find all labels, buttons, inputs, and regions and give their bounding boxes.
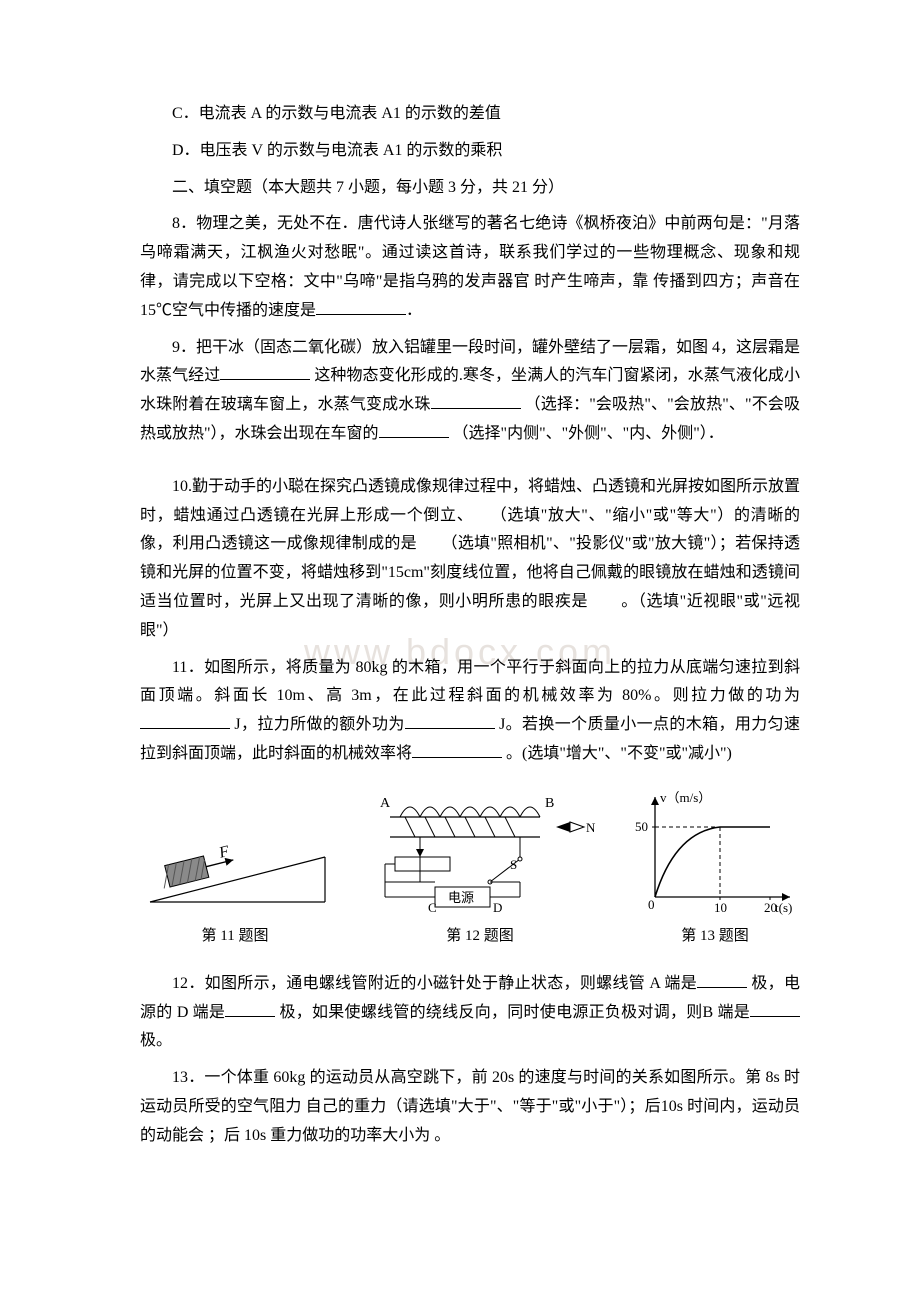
option-c: C．电流表 A 的示数与电流表 A1 的示数的差值: [140, 100, 800, 129]
fig13-vy: v（m/s）: [660, 790, 711, 805]
fig13-0: 0: [648, 897, 655, 912]
q8: 8．物理之美，无处不在．唐代诗人张继写的著名七绝诗《枫桥夜泊》中前两句是："月落…: [140, 210, 800, 325]
blank: [405, 712, 495, 729]
fig12-N: N: [586, 820, 596, 835]
caption-11: 第 11 题图: [202, 923, 269, 950]
q8-text-a: 8．物理之美，无处不在．唐代诗人张继写的著名七绝诗《枫桥夜泊》中前两句是："月落…: [140, 215, 800, 318]
fig11-F: F: [216, 843, 231, 862]
figure-13: v（m/s） t(s) 50 10 20 0: [630, 787, 800, 950]
fig13-10: 10: [714, 900, 727, 915]
q12: 12．如图所示，通电螺线管附近的小磁针处于静止状态，则螺线管 A 端是 极，电源…: [140, 970, 800, 1056]
q11-d: 。(选填"增大"、"不变"或"减小"): [506, 745, 732, 762]
caption-12: 第 12 题图: [446, 923, 514, 950]
caption-13: 第 13 题图: [681, 923, 749, 950]
fig12-D: D: [493, 900, 502, 915]
q8-text-b: ．: [406, 302, 422, 319]
figure-row: F 第 11 题图: [140, 787, 800, 950]
fig12-svg: A B N: [360, 787, 600, 917]
blank: [379, 421, 449, 438]
fig13-20: 20: [764, 900, 777, 915]
fig13-svg: v（m/s） t(s) 50 10 20 0: [630, 787, 800, 917]
section-header: 二、填空题（本大题共 7 小题，每小题 3 分，共 21 分）: [140, 174, 800, 203]
q9-d: （选择"内侧"、"外侧"、"内、外侧"）．: [453, 425, 724, 442]
fig12-A: A: [380, 796, 391, 811]
q9: 9．把干冰（固态二氧化碳）放入铝罐里一段时间，罐外壁结了一层霜，如图 4，这层霜…: [140, 334, 800, 449]
fig13-50: 50: [635, 819, 648, 834]
blank: [431, 392, 521, 409]
fig11-svg: F: [140, 817, 330, 917]
q11: 11．如图所示，将质量为 80kg 的木箱，用一个平行于斜面向上的拉力从底端匀速…: [140, 654, 800, 769]
q12-d: 极。: [140, 1032, 172, 1049]
figure-11: F 第 11 题图: [140, 817, 330, 950]
q12-c: 极，如果使螺线管的绕线反向，同时使电源正负极对调，则B 端是: [279, 1004, 750, 1021]
q11-b: J，拉力所做的额外功为: [234, 716, 404, 733]
fig13-tx: t(s): [775, 900, 792, 915]
q10: 10.勤于动手的小聪在探究凸透镜成像规律过程中，将蜡烛、凸透镜和光屏按如图所示放…: [140, 473, 800, 646]
blank: [412, 741, 502, 758]
fig12-C: C: [428, 900, 437, 915]
q13: 13．一个体重 60kg 的运动员从高空跳下，前 20s 的速度与时间的关系如图…: [140, 1064, 800, 1150]
fig12-src: 电源: [448, 890, 474, 905]
blank: [140, 712, 230, 729]
content: C．电流表 A 的示数与电流表 A1 的示数的差值 D．电压表 V 的示数与电流…: [140, 100, 800, 1151]
q12-a: 12．如图所示，通电螺线管附近的小磁针处于静止状态，则螺线管 A 端是: [172, 975, 697, 992]
fig12-B: B: [545, 796, 554, 811]
option-d: D．电压表 V 的示数与电流表 A1 的示数的乘积: [140, 137, 800, 166]
blank: [220, 363, 310, 380]
blank: [316, 298, 406, 315]
q11-a: 11．如图所示，将质量为 80kg 的木箱，用一个平行于斜面向上的拉力从底端匀速…: [140, 659, 800, 705]
blank: [697, 971, 747, 988]
figure-12: A B N: [360, 787, 600, 950]
blank: [225, 1000, 275, 1017]
blank: [750, 1000, 800, 1017]
